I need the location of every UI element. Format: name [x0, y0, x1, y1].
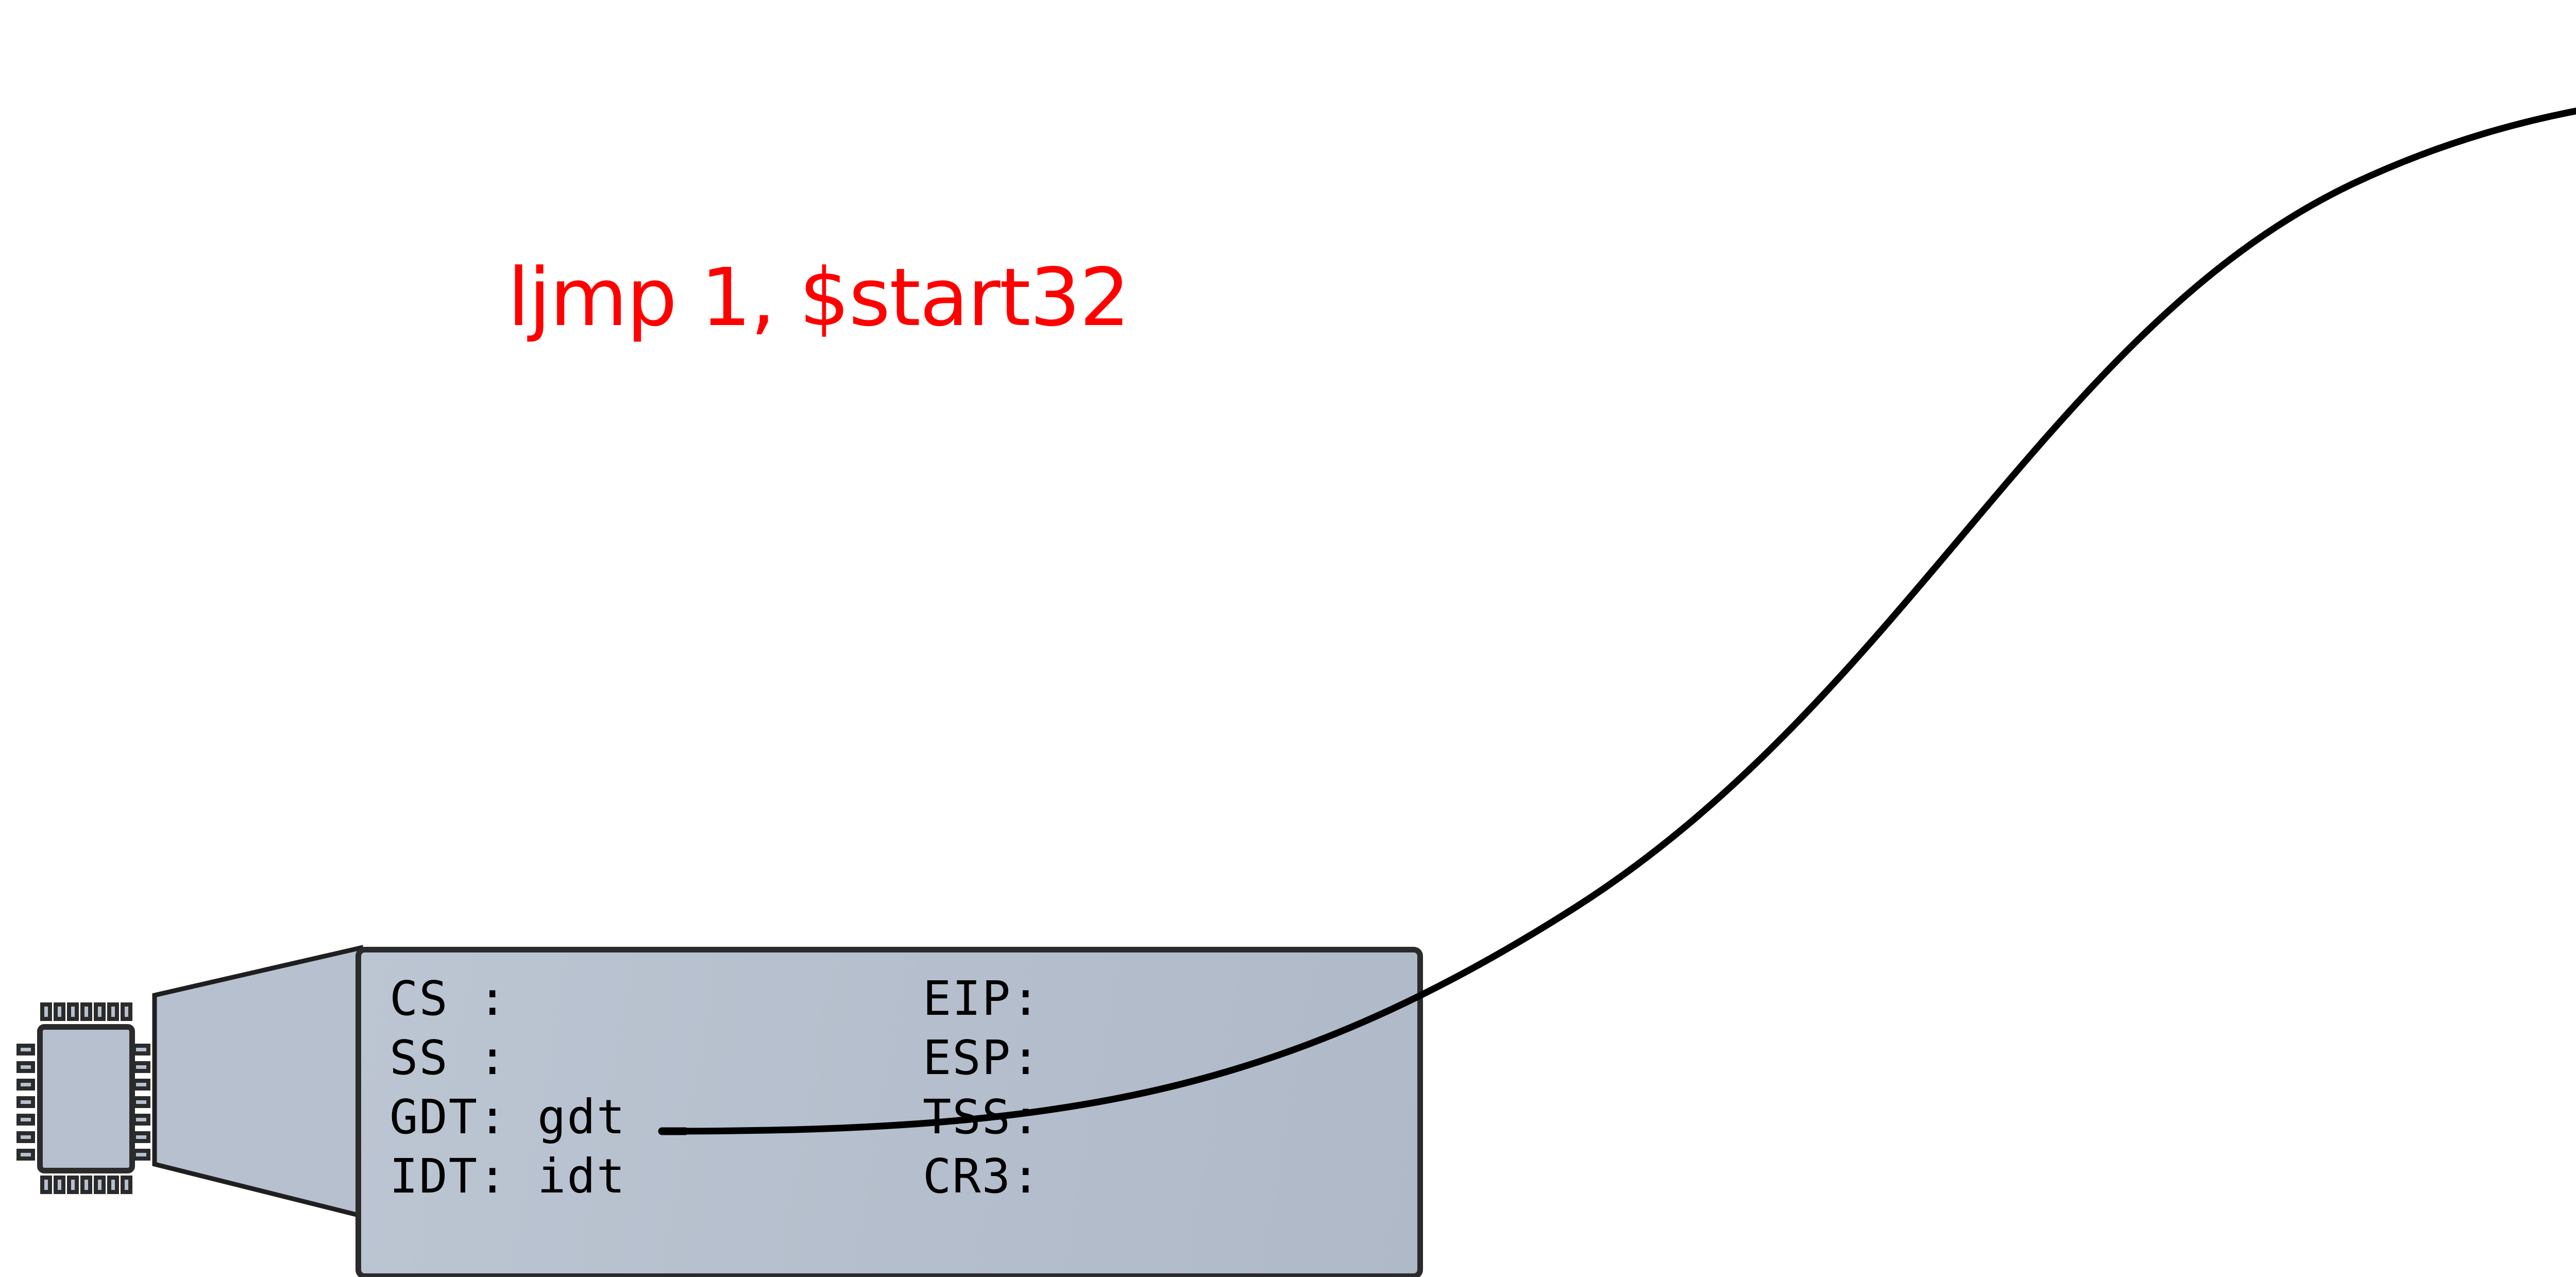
cpu-pin	[107, 1176, 119, 1194]
cpu-pin	[54, 1002, 65, 1021]
cpu-pin	[16, 1044, 35, 1055]
cpu-pin	[121, 1176, 132, 1194]
cpu-chip-body	[37, 1024, 135, 1173]
cpu-pin	[67, 1002, 79, 1021]
cpu-pin	[132, 1114, 150, 1126]
cpu-pin	[132, 1079, 150, 1091]
cpu-pin	[16, 1096, 35, 1108]
cpu-pin	[16, 1061, 35, 1073]
cpu-pin	[80, 1002, 92, 1021]
cpu-pin	[40, 1002, 52, 1021]
cpu-pin	[132, 1131, 150, 1143]
cpu-pin	[67, 1176, 79, 1194]
cpu-pin	[132, 1096, 150, 1108]
cpu-register-box: CS : SS : GDT: gdt IDT: idt EIP: ESP: TS…	[355, 947, 1423, 1277]
cpu-pin	[16, 1114, 35, 1126]
cpu-pin	[54, 1176, 65, 1194]
register-column-right: EIP: ESP: TSS: CR3:	[923, 971, 1041, 1204]
cpu-pin	[132, 1149, 150, 1161]
cpu-pin	[80, 1176, 92, 1194]
ljmp-instruction-label: ljmp 1, $start32	[507, 251, 1130, 344]
cpu-pin	[121, 1002, 132, 1021]
cpu-pin	[16, 1079, 35, 1091]
cpu-pin	[16, 1149, 35, 1161]
cpu-pin	[16, 1131, 35, 1143]
register-column-left: CS : SS : GDT: gdt IDT: idt	[389, 971, 626, 1204]
cpu-pin	[132, 1061, 150, 1073]
cpu-pin	[132, 1044, 150, 1055]
cpu-pin	[107, 1002, 119, 1021]
cpu-chip-icon	[10, 994, 175, 1200]
cpu-pin	[94, 1176, 106, 1194]
cpu-pin	[94, 1002, 106, 1021]
cpu-pin	[40, 1176, 52, 1194]
magnifier-trapezoid	[152, 945, 363, 1219]
